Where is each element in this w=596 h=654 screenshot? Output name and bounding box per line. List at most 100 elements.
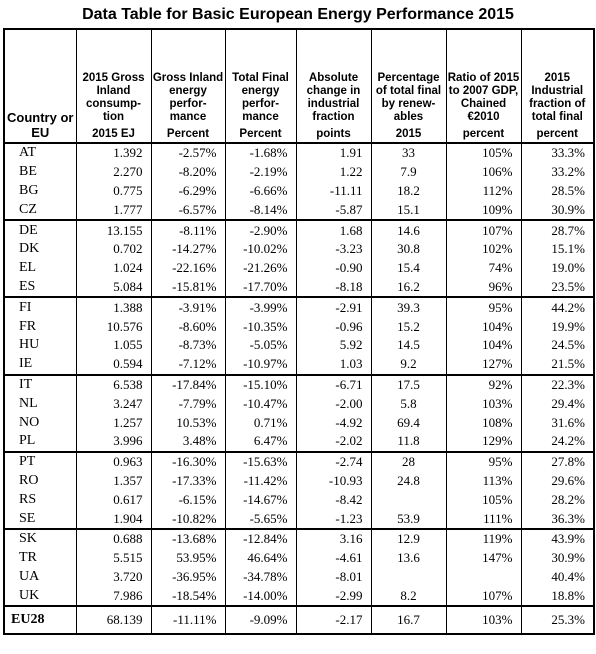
table-cell: 107% bbox=[445, 586, 522, 607]
table-cell: 112% bbox=[445, 181, 522, 201]
total-row: EU28 68.139 -11.11% -9.09% -2.17 16.7 10… bbox=[3, 605, 595, 635]
table-cell: -15.10% bbox=[224, 373, 297, 395]
table-row: RS 0.617 -6.15% -14.67% -8.42 105% 28.2% bbox=[3, 490, 595, 510]
table-cell: -11.11 bbox=[295, 181, 372, 201]
country-code: SE bbox=[3, 509, 77, 529]
table-cell: 36.3% bbox=[520, 509, 595, 529]
table-cell: 24.5% bbox=[520, 335, 595, 355]
table-cell: 1.68 bbox=[295, 219, 372, 240]
country-code: NO bbox=[3, 413, 77, 432]
table-cell: 147% bbox=[445, 548, 522, 568]
table-cell: -15.81% bbox=[150, 277, 226, 298]
table-cell: 22.3% bbox=[520, 373, 595, 395]
header-gross-inland-performance: Gross Inland energy perfor-mance bbox=[150, 29, 226, 126]
table-cell: -2.19% bbox=[224, 162, 297, 182]
table-cell: 9.2 bbox=[370, 354, 447, 375]
table-cell: -2.74 bbox=[295, 450, 372, 472]
table-cell: 95% bbox=[445, 296, 522, 318]
table-cell: 15.1 bbox=[370, 200, 447, 221]
table-cell: -6.57% bbox=[150, 200, 226, 221]
table-cell: -8.11% bbox=[150, 219, 226, 240]
total-cell: 103% bbox=[445, 605, 522, 635]
table-cell: 5.084 bbox=[75, 277, 152, 298]
table-cell: 19.9% bbox=[520, 317, 595, 336]
country-code: RS bbox=[3, 490, 77, 510]
country-code: ES bbox=[3, 277, 77, 298]
table-cell: 13.6 bbox=[370, 548, 447, 568]
total-cell: -9.09% bbox=[224, 605, 297, 635]
table-cell: -3.23 bbox=[295, 239, 372, 259]
table-row: BG 0.775 -6.29% -6.66% -11.11 18.2 112% 28.5% bbox=[3, 181, 595, 201]
total-cell: -2.17 bbox=[295, 605, 372, 635]
table-row: AT 1.392 -2.57% -1.68% 1.91 33 105% 33.3% bbox=[3, 143, 595, 163]
table-row: SK 0.688 -13.68% -12.84% 3.16 12.9 119% 43.9% bbox=[3, 527, 595, 549]
table-cell: 18.8% bbox=[520, 586, 595, 607]
unit-cell: Percent bbox=[224, 126, 297, 144]
table-cell: -14.67% bbox=[224, 490, 297, 510]
total-cell: 16.7 bbox=[370, 605, 447, 635]
table-cell: -0.90 bbox=[295, 258, 372, 278]
table-cell: 46.64% bbox=[224, 548, 297, 568]
table-cell: 1.392 bbox=[75, 143, 152, 163]
table-cell: -12.84% bbox=[224, 527, 297, 549]
table-cell: -5.87 bbox=[295, 200, 372, 221]
country-code: EL bbox=[3, 258, 77, 278]
table-cell: -8.73% bbox=[150, 335, 226, 355]
table-cell: 96% bbox=[445, 277, 522, 298]
table-cell: 24.2% bbox=[520, 431, 595, 452]
table-cell: 28 bbox=[370, 450, 447, 472]
table-cell: -7.79% bbox=[150, 394, 226, 414]
table-cell: -2.00 bbox=[295, 394, 372, 414]
table-cell: 107% bbox=[445, 219, 522, 240]
table-cell: 39.3 bbox=[370, 296, 447, 318]
table-cell: -8.18 bbox=[295, 277, 372, 298]
table-cell: 6.47% bbox=[224, 431, 297, 452]
table-cell: -8.42 bbox=[295, 490, 372, 510]
table-cell: 3.16 bbox=[295, 527, 372, 549]
table-cell: -8.60% bbox=[150, 317, 226, 336]
table-title: Data Table for Basic European Energy Per… bbox=[82, 6, 514, 23]
table-cell: 28.7% bbox=[520, 219, 595, 240]
country-code: BE bbox=[3, 162, 77, 182]
header-total-final-performance: Total Final energy perfor-mance bbox=[224, 29, 297, 126]
table-cell: 16.2 bbox=[370, 277, 447, 298]
table-cell: 0.71% bbox=[224, 413, 297, 432]
table-row: RO 1.357 -17.33% -11.42% -10.93 24.8 113% 29.6% bbox=[3, 471, 595, 491]
table-cell: -8.20% bbox=[150, 162, 226, 182]
table-cell: 119% bbox=[445, 527, 522, 549]
table-cell: 43.9% bbox=[520, 527, 595, 549]
country-code: RO bbox=[3, 471, 77, 491]
table-cell: 3.247 bbox=[75, 394, 152, 414]
table-cell: -10.47% bbox=[224, 394, 297, 414]
country-code: IT bbox=[3, 373, 77, 395]
table-cell: 11.8 bbox=[370, 431, 447, 452]
table-cell: 44.2% bbox=[520, 296, 595, 318]
table-cell: 21.5% bbox=[520, 354, 595, 375]
table-cell: -3.91% bbox=[150, 296, 226, 318]
table-cell: 0.594 bbox=[75, 354, 152, 375]
table-cell: 13.155 bbox=[75, 219, 152, 240]
table-cell: 29.4% bbox=[520, 394, 595, 414]
table-cell: 28.5% bbox=[520, 181, 595, 201]
unit-cell: percent bbox=[520, 126, 595, 144]
table-cell bbox=[445, 567, 522, 587]
table-cell: -15.63% bbox=[224, 450, 297, 472]
table-cell: 5.8 bbox=[370, 394, 447, 414]
table-cell: 0.775 bbox=[75, 181, 152, 201]
table-cell: 104% bbox=[445, 317, 522, 336]
table-cell: 109% bbox=[445, 200, 522, 221]
header-gross-inland-consumption: 2015 Gross Inland consump-tion bbox=[75, 29, 152, 126]
table-cell: 111% bbox=[445, 509, 522, 529]
country-code: UK bbox=[3, 586, 77, 607]
table-cell: 15.1% bbox=[520, 239, 595, 259]
table-row: UK 7.986 -18.54% -14.00% -2.99 8.2 107% 18.8% bbox=[3, 586, 595, 607]
table-cell: 74% bbox=[445, 258, 522, 278]
country-code: BG bbox=[3, 181, 77, 201]
table-row: IT 6.538 -17.84% -15.10% -6.71 17.5 92% 22.3% bbox=[3, 373, 595, 395]
country-code: FI bbox=[3, 296, 77, 318]
table-cell: 33.2% bbox=[520, 162, 595, 182]
table-cell: 19.0% bbox=[520, 258, 595, 278]
energy-data-table: Country or EU 2015 Gross Inland consump-… bbox=[3, 28, 595, 636]
table-cell: -8.14% bbox=[224, 200, 297, 221]
country-code: DK bbox=[3, 239, 77, 259]
